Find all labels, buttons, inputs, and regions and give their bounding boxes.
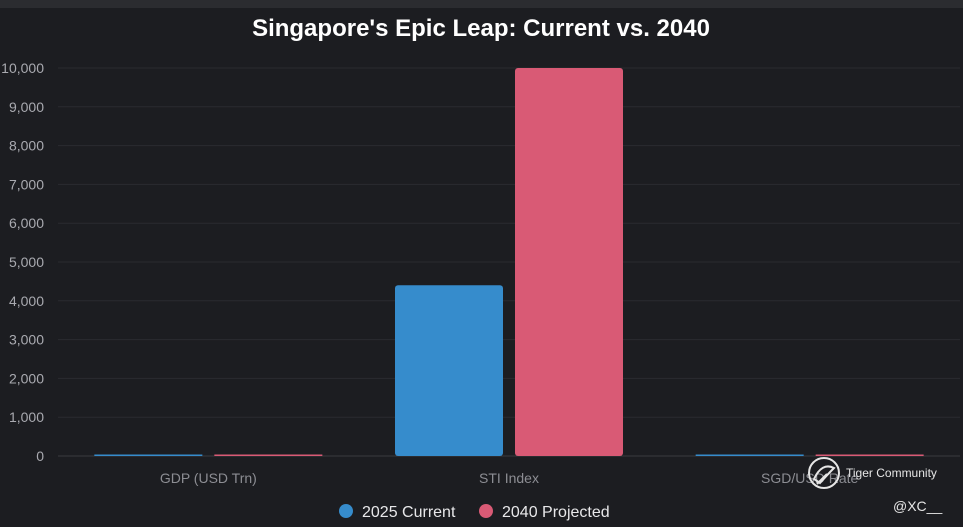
- x-tick-label: STI Index: [479, 470, 539, 486]
- y-tick-label: 10,000: [1, 60, 44, 76]
- watermark-brand: Tiger Community: [846, 466, 937, 480]
- bar-current[interactable]: [395, 285, 503, 456]
- top-strip: [0, 0, 963, 8]
- bar-current[interactable]: [94, 454, 203, 457]
- y-axis: 0 1,000 2,000 3,000 4,000 5,000 6,000 7,000 8,00…: [1, 60, 44, 464]
- legend-swatch-projected: [479, 504, 493, 518]
- grid-lines: [58, 67, 960, 457]
- y-tick-label: 2,000: [9, 370, 44, 386]
- watermark-handle: @XC__: [893, 498, 942, 514]
- y-tick-label: 4,000: [9, 293, 44, 309]
- bar-projected[interactable]: [214, 454, 323, 457]
- legend-swatch-current: [339, 504, 353, 518]
- y-tick-label: 0: [36, 448, 44, 464]
- legend-label-current: 2025 Current: [362, 504, 456, 521]
- y-tick-label: 9,000: [9, 99, 44, 115]
- watermark: Tiger Community @XC__: [808, 457, 942, 514]
- bar-current[interactable]: [695, 454, 804, 457]
- y-tick-label: 3,000: [9, 332, 44, 348]
- y-tick-label: 6,000: [9, 215, 44, 231]
- y-tick-label: 1,000: [9, 409, 44, 425]
- y-tick-label: 8,000: [9, 138, 44, 154]
- x-tick-label: GDP (USD Trn): [160, 470, 257, 486]
- legend-item-projected[interactable]: 2040 Projected: [479, 504, 610, 521]
- bar-projected[interactable]: [515, 68, 623, 456]
- y-tick-label: 5,000: [9, 254, 44, 270]
- legend-item-current[interactable]: 2025 Current: [339, 504, 456, 521]
- chart-title: Singapore's Epic Leap: Current vs. 2040: [252, 15, 710, 42]
- tiger-logo-icon: [808, 457, 840, 489]
- x-axis: GDP (USD Trn) STI Index SGD/USD Rate: [160, 470, 859, 486]
- bar-projected[interactable]: [815, 454, 924, 457]
- legend: 2025 Current 2040 Projected: [339, 504, 610, 521]
- legend-label-projected: 2040 Projected: [502, 504, 610, 521]
- y-tick-label: 7,000: [9, 176, 44, 192]
- bars: [94, 68, 924, 457]
